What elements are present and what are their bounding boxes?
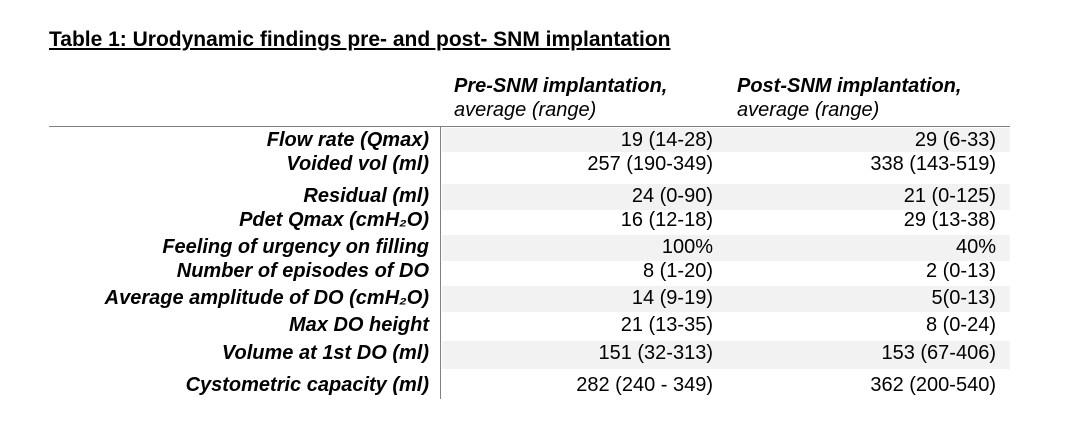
cell-pre-snm: 16 (12-18) bbox=[620, 209, 713, 231]
row-label: Max DO height bbox=[288, 314, 429, 336]
cell-post-snm: 338 (143-519) bbox=[870, 153, 996, 175]
cell-post-snm: 21 (0-125) bbox=[903, 185, 996, 207]
table-row: Average amplitude of DO (cmH₂O) 14 (9-19)… bbox=[0, 286, 1080, 312]
cell-pre-snm: 24 (0-90) bbox=[631, 185, 713, 207]
cell-pre-snm: 14 (9-19) bbox=[631, 287, 713, 309]
table-title: Table 1: Urodynamic findings pre- and po… bbox=[49, 28, 671, 51]
cell-post-snm: 362 (200-540) bbox=[870, 374, 996, 396]
row-label: Cystometric capacity (ml) bbox=[185, 374, 429, 396]
row-label: Average amplitude of DO (cmH₂O) bbox=[104, 287, 429, 309]
row-shading bbox=[442, 341, 1010, 369]
column-header-post-title: Post-SNM implantation, bbox=[737, 75, 962, 97]
table-row: Volume at 1st DO (ml) 151 (32-313) 153 (67… bbox=[0, 341, 1080, 369]
table-row: Max DO height 21 (13-35) 8 (0-24) bbox=[0, 313, 1080, 339]
column-header-post: Post-SNM implantation, average (range) bbox=[737, 74, 961, 122]
column-header-post-subtitle: average (range) bbox=[737, 99, 880, 121]
column-header-pre: Pre-SNM implantation, average (range) bbox=[454, 74, 667, 122]
cell-post-snm: 8 (0-24) bbox=[925, 314, 996, 336]
row-label: Number of episodes of DO bbox=[176, 260, 429, 282]
cell-pre-snm: 257 (190-349) bbox=[587, 153, 713, 175]
row-label: Voided vol (ml) bbox=[286, 153, 429, 175]
cell-pre-snm: 151 (32-313) bbox=[598, 342, 713, 364]
column-header-pre-subtitle: average (range) bbox=[454, 99, 597, 121]
row-shading bbox=[442, 184, 1010, 210]
cell-post-snm: 40% bbox=[955, 236, 996, 258]
row-shading bbox=[442, 286, 1010, 312]
row-shading bbox=[442, 128, 1010, 152]
cell-post-snm: 29 (6-33) bbox=[914, 129, 996, 151]
table-top-rule bbox=[49, 126, 1010, 127]
row-label: Volume at 1st DO (ml) bbox=[221, 342, 429, 364]
row-label: Flow rate (Qmax) bbox=[266, 129, 429, 151]
table-row: Number of episodes of DO 8 (1-20) 2 (0-13) bbox=[0, 259, 1080, 285]
cell-pre-snm: 8 (1-20) bbox=[642, 260, 713, 282]
table-row: Voided vol (ml) 257 (190-349) 338 (143-519… bbox=[0, 152, 1080, 176]
cell-pre-snm: 100% bbox=[661, 236, 713, 258]
table-row: Residual (ml) 24 (0-90) 21 (0-125) bbox=[0, 184, 1080, 210]
column-header-pre-title: Pre-SNM implantation, bbox=[454, 75, 668, 97]
table-row: Feeling of urgency on filling 100% 40% bbox=[0, 235, 1080, 261]
row-label: Feeling of urgency on filling bbox=[162, 236, 429, 258]
table-column-divider bbox=[440, 127, 441, 399]
table-row: Cystometric capacity (ml) 282 (240 - 349)… bbox=[0, 373, 1080, 401]
row-label: Pdet Qmax (cmH₂O) bbox=[239, 209, 429, 231]
cell-post-snm: 153 (67-406) bbox=[881, 342, 996, 364]
cell-post-snm: 5(0-13) bbox=[931, 287, 996, 309]
row-shading bbox=[442, 235, 1010, 261]
cell-pre-snm: 21 (13-35) bbox=[620, 314, 713, 336]
table-row: Pdet Qmax (cmH₂O) 16 (12-18) 29 (13-38) bbox=[0, 208, 1080, 234]
table-row: Flow rate (Qmax) 19 (14-28) 29 (6-33) bbox=[0, 128, 1080, 152]
row-label: Residual (ml) bbox=[303, 185, 429, 207]
cell-pre-snm: 282 (240 - 349) bbox=[576, 374, 713, 396]
cell-pre-snm: 19 (14-28) bbox=[620, 129, 713, 151]
cell-post-snm: 2 (0-13) bbox=[925, 260, 996, 282]
cell-post-snm: 29 (13-38) bbox=[903, 209, 996, 231]
